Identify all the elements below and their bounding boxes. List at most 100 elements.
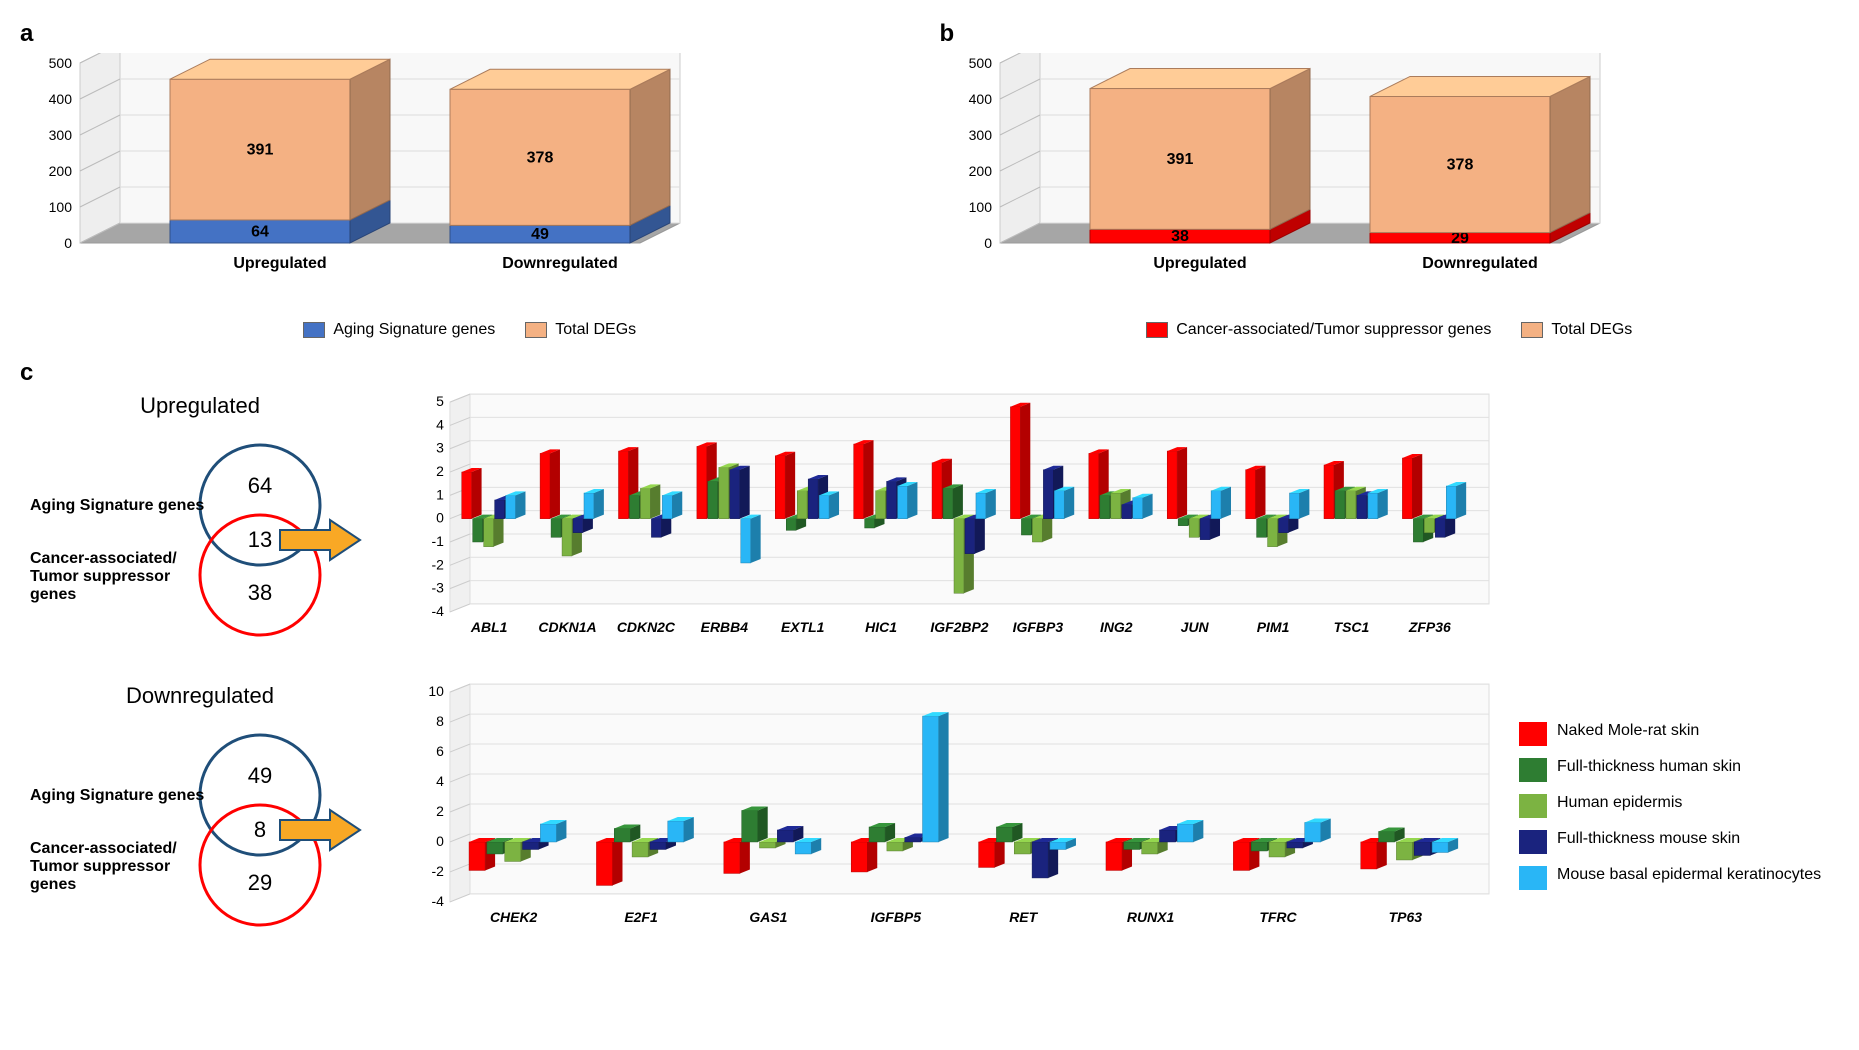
svg-text:ZFP36: ZFP36 bbox=[1408, 619, 1451, 635]
svg-text:49: 49 bbox=[531, 226, 549, 243]
species-legend-item: Full-thickness mouse skin bbox=[1519, 830, 1839, 854]
svg-text:64: 64 bbox=[248, 473, 272, 498]
svg-text:CHEK2: CHEK2 bbox=[490, 909, 538, 925]
svg-text:CDKN2C: CDKN2C bbox=[617, 619, 676, 635]
species-legend-item: Human epidermis bbox=[1519, 794, 1839, 818]
svg-text:Cancer-associated/: Cancer-associated/ bbox=[30, 550, 177, 567]
svg-text:500: 500 bbox=[968, 55, 992, 71]
svg-text:-1: -1 bbox=[432, 533, 445, 549]
svg-text:TP63: TP63 bbox=[1389, 909, 1423, 925]
legend-swatch bbox=[1146, 322, 1168, 338]
svg-text:100: 100 bbox=[49, 199, 73, 215]
legend-swatch bbox=[525, 322, 547, 338]
svg-text:13: 13 bbox=[248, 527, 272, 552]
svg-text:400: 400 bbox=[49, 91, 73, 107]
species-swatch bbox=[1519, 866, 1547, 890]
species-name: Human epidermis bbox=[1557, 794, 1682, 812]
svg-text:0: 0 bbox=[436, 833, 444, 849]
svg-text:genes: genes bbox=[30, 586, 76, 603]
svg-text:5: 5 bbox=[436, 393, 444, 409]
svg-text:100: 100 bbox=[968, 199, 992, 215]
svg-text:8: 8 bbox=[254, 817, 266, 842]
svg-text:200: 200 bbox=[49, 163, 73, 179]
legend-text: Total DEGs bbox=[555, 321, 636, 339]
svg-text:JUN: JUN bbox=[1181, 619, 1210, 635]
svg-text:Tumor suppressor: Tumor suppressor bbox=[30, 858, 170, 875]
svg-text:ERBB4: ERBB4 bbox=[701, 619, 749, 635]
svg-text:391: 391 bbox=[1166, 151, 1193, 168]
panel-a-label: a bbox=[20, 20, 920, 48]
svg-text:Tumor suppressor: Tumor suppressor bbox=[30, 568, 170, 585]
panel-c-row-down: Downregulated 49829Aging Signature genes… bbox=[20, 682, 1839, 942]
legend-item: Cancer-associated/Tumor suppressor genes bbox=[1146, 321, 1491, 339]
svg-text:64: 64 bbox=[251, 223, 269, 240]
panel-b-label: b bbox=[940, 20, 1840, 48]
species-legend-item: Full-thickness human skin bbox=[1519, 758, 1839, 782]
panel-a: a 010020030040050064391Upregulated49378D… bbox=[20, 20, 920, 339]
panel-b: b 010020030040050038391Upregulated29378D… bbox=[940, 20, 1840, 339]
svg-text:ABL1: ABL1 bbox=[470, 619, 508, 635]
legend-swatch bbox=[303, 322, 325, 338]
svg-text:E2F1: E2F1 bbox=[624, 909, 658, 925]
svg-text:10: 10 bbox=[428, 683, 444, 699]
svg-text:0: 0 bbox=[436, 510, 444, 526]
svg-text:2: 2 bbox=[436, 463, 444, 479]
svg-text:TFRC: TFRC bbox=[1259, 909, 1297, 925]
svg-text:38: 38 bbox=[248, 580, 272, 605]
svg-text:391: 391 bbox=[247, 142, 274, 159]
venn-downregulated: Downregulated 49829Aging Signature genes… bbox=[20, 683, 380, 942]
svg-text:IGFBP3: IGFBP3 bbox=[1013, 619, 1064, 635]
species-name: Naked Mole-rat skin bbox=[1557, 722, 1699, 740]
svg-text:0: 0 bbox=[64, 235, 72, 251]
legend-text: Total DEGs bbox=[1551, 321, 1632, 339]
species-swatch bbox=[1519, 758, 1547, 782]
species-legend-item: Mouse basal epidermal keratinocytes bbox=[1519, 866, 1839, 890]
venn-up-title: Upregulated bbox=[20, 393, 380, 419]
svg-text:300: 300 bbox=[49, 127, 73, 143]
svg-text:400: 400 bbox=[968, 91, 992, 107]
svg-text:RET: RET bbox=[1009, 909, 1038, 925]
panel-c-label: c bbox=[20, 359, 1839, 387]
svg-text:378: 378 bbox=[1446, 157, 1473, 174]
species-swatch bbox=[1519, 830, 1547, 854]
svg-text:IGF2BP2: IGF2BP2 bbox=[930, 619, 988, 635]
panel-c-content: Upregulated 641338Aging Signature genesC… bbox=[20, 392, 1839, 942]
svg-text:6: 6 bbox=[436, 743, 444, 759]
svg-text:PIM1: PIM1 bbox=[1257, 619, 1290, 635]
panel-a-legend: Aging Signature genes Total DEGs bbox=[20, 321, 920, 339]
svg-text:GAS1: GAS1 bbox=[749, 909, 787, 925]
svg-text:29: 29 bbox=[248, 870, 272, 895]
figure-container: a 010020030040050064391Upregulated49378D… bbox=[20, 20, 1839, 942]
svg-text:HIC1: HIC1 bbox=[865, 619, 897, 635]
legend-item: Total DEGs bbox=[525, 321, 636, 339]
svg-text:genes: genes bbox=[30, 876, 76, 893]
svg-text:IGFBP5: IGFBP5 bbox=[871, 909, 922, 925]
svg-text:Aging Signature genes: Aging Signature genes bbox=[30, 787, 204, 804]
svg-text:-4: -4 bbox=[432, 893, 445, 909]
svg-text:0: 0 bbox=[984, 235, 992, 251]
svg-text:ING2: ING2 bbox=[1100, 619, 1133, 635]
legend-text: Cancer-associated/Tumor suppressor genes bbox=[1176, 321, 1491, 339]
svg-text:4: 4 bbox=[436, 773, 444, 789]
svg-text:CDKN1A: CDKN1A bbox=[538, 619, 596, 635]
panel-a-chart: 010020030040050064391Upregulated49378Dow… bbox=[20, 53, 720, 313]
barchart-downregulated: -4-20246810CHEK2E2F1GAS1IGFBP5RETRUNX1TF… bbox=[400, 682, 1499, 942]
svg-text:378: 378 bbox=[527, 149, 554, 166]
species-legend-item: Naked Mole-rat skin bbox=[1519, 722, 1839, 746]
panel-c: c Upregulated 641338Aging Signature gene… bbox=[20, 359, 1839, 942]
svg-text:Aging Signature genes: Aging Signature genes bbox=[30, 497, 204, 514]
svg-text:-2: -2 bbox=[432, 556, 445, 572]
svg-text:38: 38 bbox=[1171, 228, 1189, 245]
svg-text:-4: -4 bbox=[432, 603, 445, 619]
venn-down-title: Downregulated bbox=[20, 683, 380, 709]
svg-text:8: 8 bbox=[436, 713, 444, 729]
svg-text:TSC1: TSC1 bbox=[1334, 619, 1370, 635]
svg-text:RUNX1: RUNX1 bbox=[1127, 909, 1175, 925]
svg-text:Downregulated: Downregulated bbox=[502, 255, 618, 272]
svg-text:2: 2 bbox=[436, 803, 444, 819]
species-swatch bbox=[1519, 794, 1547, 818]
species-name: Full-thickness human skin bbox=[1557, 758, 1741, 776]
legend-text: Aging Signature genes bbox=[333, 321, 495, 339]
svg-text:Downregulated: Downregulated bbox=[1422, 255, 1538, 272]
species-name: Full-thickness mouse skin bbox=[1557, 830, 1740, 848]
